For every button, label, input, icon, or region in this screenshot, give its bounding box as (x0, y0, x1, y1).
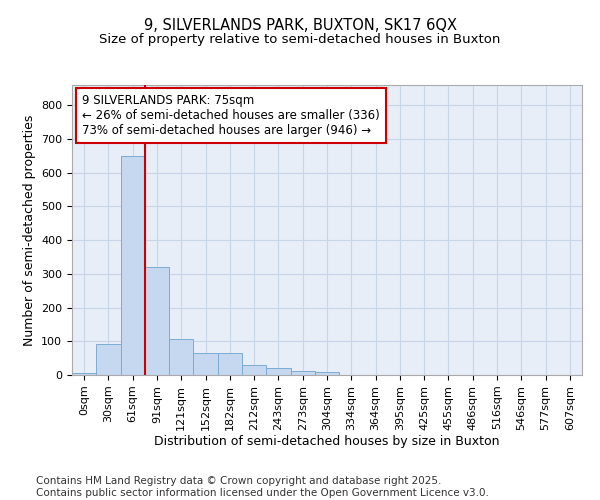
Bar (218, 353, 242, 375)
Bar (290, 371, 315, 375)
Text: 9 SILVERLANDS PARK: 75sqm
← 26% of semi-detached houses are smaller (336)
73% of: 9 SILVERLANDS PARK: 75sqm ← 26% of semi-… (82, 94, 380, 136)
Bar (72, 374, 96, 375)
Bar (169, 339, 193, 375)
Bar (193, 353, 218, 375)
Text: 9, SILVERLANDS PARK, BUXTON, SK17 6QX: 9, SILVERLANDS PARK, BUXTON, SK17 6QX (143, 18, 457, 32)
Y-axis label: Number of semi-detached properties: Number of semi-detached properties (23, 114, 35, 346)
Bar (145, 267, 169, 375)
Bar (96, 344, 121, 375)
Bar (315, 372, 339, 375)
X-axis label: Distribution of semi-detached houses by size in Buxton: Distribution of semi-detached houses by … (154, 436, 500, 448)
Text: Contains HM Land Registry data © Crown copyright and database right 2025.
Contai: Contains HM Land Registry data © Crown c… (36, 476, 489, 498)
Text: Size of property relative to semi-detached houses in Buxton: Size of property relative to semi-detach… (100, 32, 500, 46)
Bar (242, 365, 266, 375)
Bar (121, 156, 145, 375)
Bar (266, 368, 290, 375)
